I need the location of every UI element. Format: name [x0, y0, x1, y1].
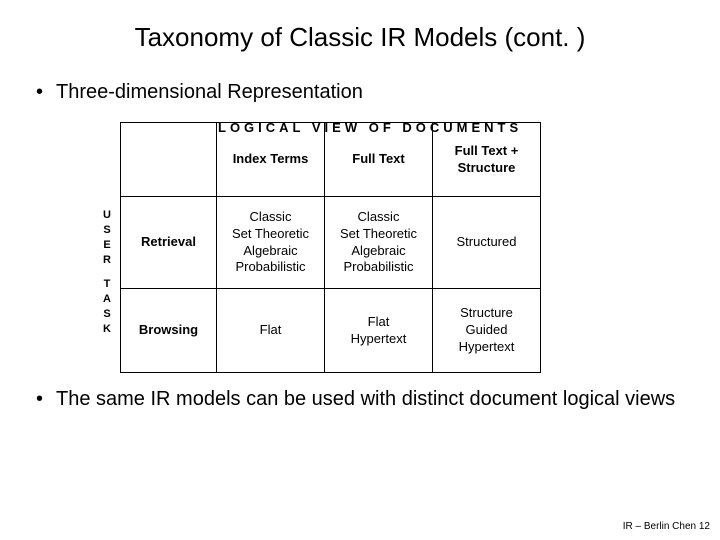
row-label-browsing: Browsing — [121, 289, 217, 373]
vlabel-char: T — [100, 277, 114, 292]
cell-retrieval-structure: Structured — [433, 197, 541, 289]
bullet-same-ir-models: The same IR models can be used with dist… — [0, 373, 680, 412]
vlabel-char: U — [100, 208, 114, 223]
table-caption: LOGICAL VIEW OF DOCUMENTS — [218, 120, 522, 135]
vlabel-char: R — [100, 253, 114, 268]
vlabel-char: A — [100, 292, 114, 307]
table-row: Browsing Flat FlatHypertext StructureGui… — [121, 289, 541, 373]
slide-footer: IR – Berlin Chen 12 — [623, 521, 710, 532]
vlabel-char: K — [100, 322, 114, 337]
cell-retrieval-index: ClassicSet TheoreticAlgebraicProbabilist… — [217, 197, 325, 289]
table-header-empty — [121, 123, 217, 197]
table-container: LOGICAL VIEW OF DOCUMENTS U S E R T A S … — [0, 122, 720, 373]
slide-title: Taxonomy of Classic IR Models (cont. ) — [0, 0, 720, 53]
cell-browsing-index: Flat — [217, 289, 325, 373]
vlabel-char: S — [100, 307, 114, 322]
cell-retrieval-fulltext: ClassicSet TheoreticAlgebraicProbabilist… — [325, 197, 433, 289]
cell-browsing-structure: StructureGuidedHypertext — [433, 289, 541, 373]
taxonomy-table: Index Terms Full Text Full Text +Structu… — [120, 122, 541, 373]
vlabel-char: E — [100, 238, 114, 253]
cell-browsing-fulltext: FlatHypertext — [325, 289, 433, 373]
vertical-label-user-task: U S E R T A S K — [100, 208, 114, 337]
table-row: Retrieval ClassicSet TheoreticAlgebraicP… — [121, 197, 541, 289]
vlabel-char: S — [100, 223, 114, 238]
row-label-retrieval: Retrieval — [121, 197, 217, 289]
bullet-three-d-rep: Three-dimensional Representation — [0, 53, 720, 104]
